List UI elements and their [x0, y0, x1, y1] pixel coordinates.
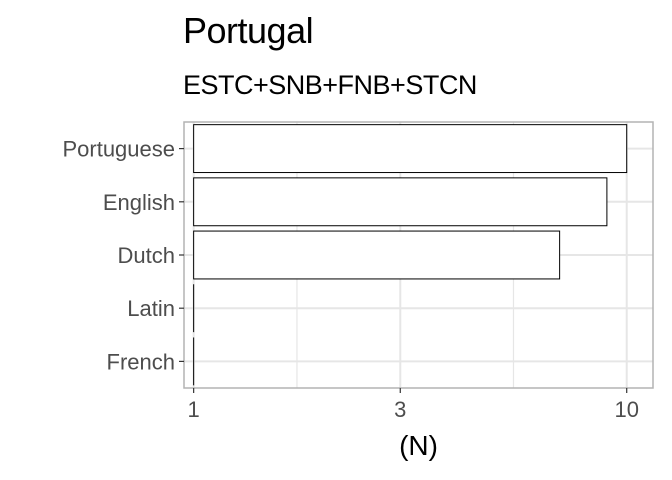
bar-dutch: [193, 230, 561, 280]
y-tick-label: French: [107, 349, 175, 374]
x-axis-label: (N): [399, 430, 438, 461]
y-tick-label: English: [103, 190, 175, 215]
x-tick-label: 10: [614, 397, 638, 422]
chart-title: Portugal: [183, 10, 314, 51]
x-tick-label: 1: [188, 397, 200, 422]
y-tick-label: Portuguese: [62, 137, 175, 162]
bar-english: [193, 177, 608, 227]
y-tick-label: Dutch: [118, 243, 175, 268]
y-tick-label: Latin: [127, 296, 175, 321]
chart-subtitle: ESTC+SNB+FNB+STCN: [183, 70, 477, 100]
x-tick-label: 3: [394, 397, 406, 422]
bar-portuguese: [193, 124, 628, 174]
